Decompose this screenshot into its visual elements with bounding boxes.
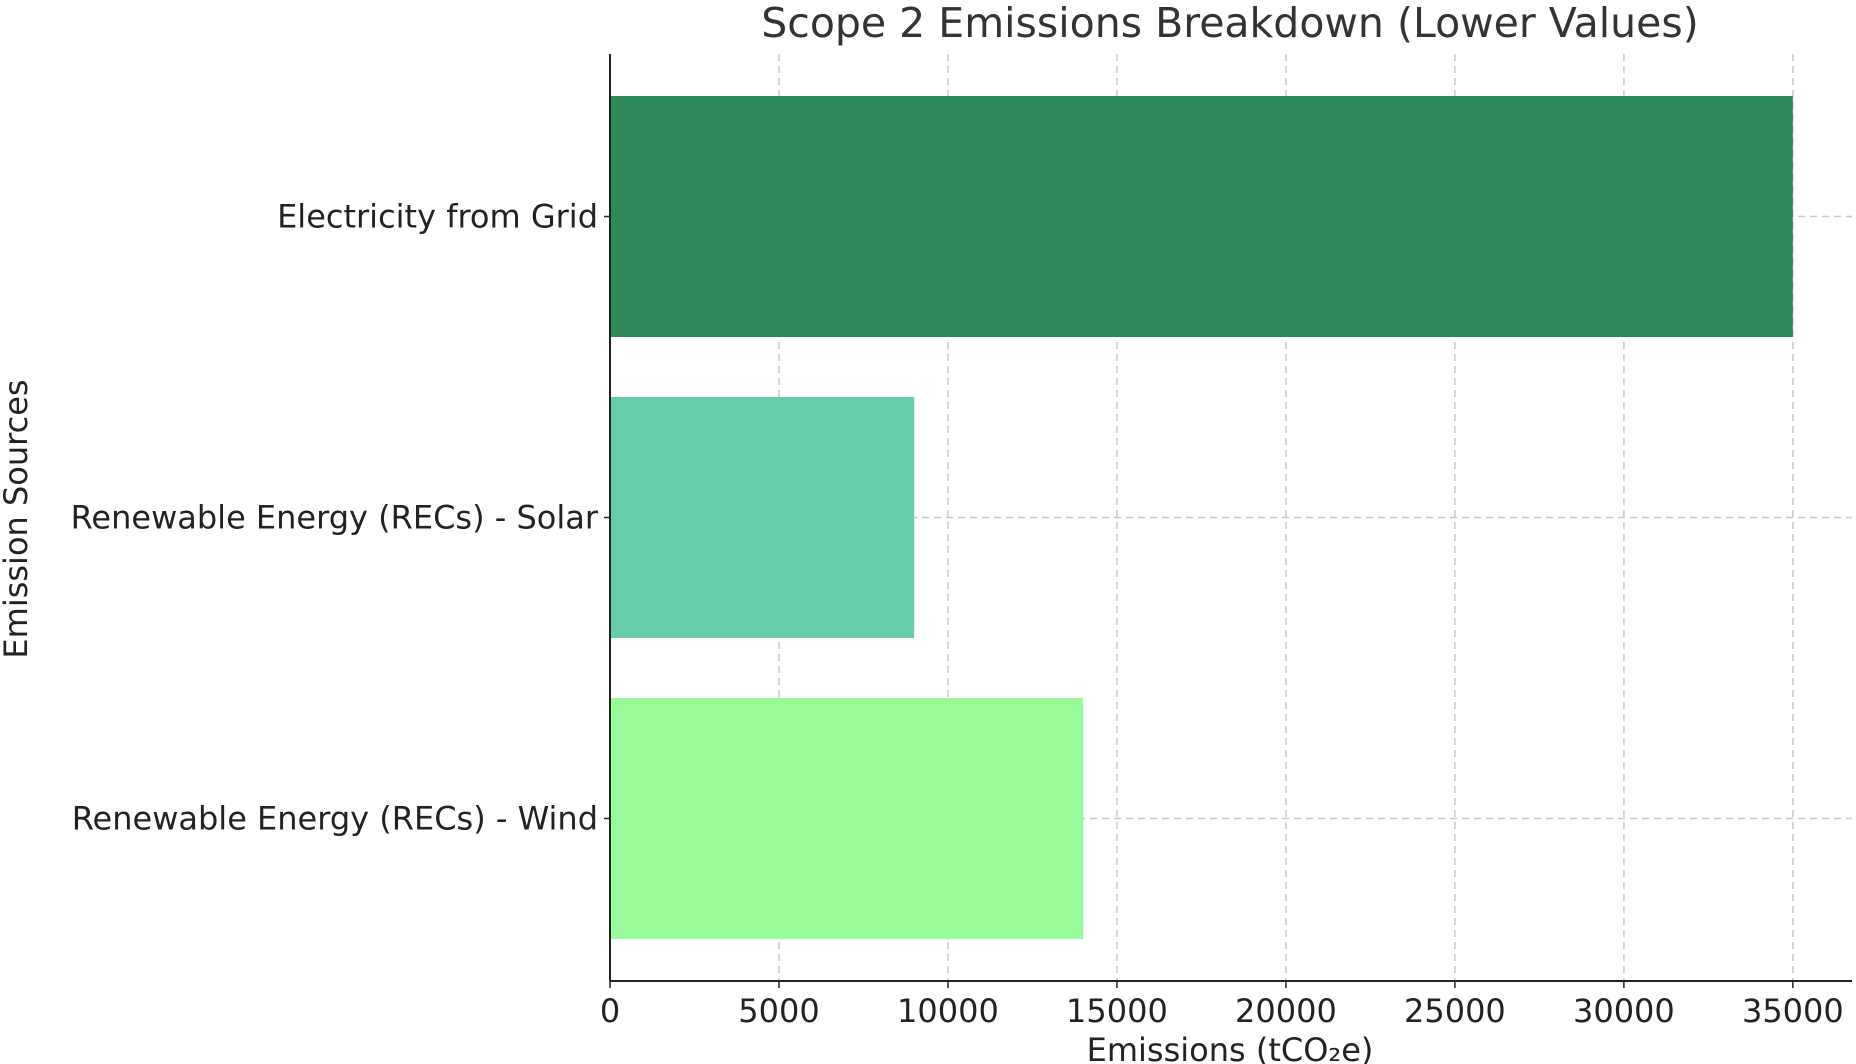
x-tick-label: 15000 (1066, 992, 1168, 1030)
x-tick-label: 25000 (1404, 992, 1506, 1030)
y-axis-label: Emission Sources (0, 379, 35, 658)
y-tick-labels: Electricity from Grid Renewable Energy (R… (71, 198, 610, 838)
x-tick-label: 10000 (897, 992, 999, 1030)
bars (610, 96, 1793, 939)
x-tick-label: 5000 (738, 992, 819, 1030)
y-tick-label: Renewable Energy (RECs) - Wind (72, 800, 598, 838)
x-tick-label: 35000 (1742, 992, 1844, 1030)
y-tick-label: Electricity from Grid (277, 198, 598, 236)
bar-3 (610, 698, 1084, 939)
y-tick-label: Renewable Energy (RECs) - Solar (71, 499, 599, 537)
chart-title: Scope 2 Emissions Breakdown (Lower Value… (761, 0, 1699, 47)
bar-2 (610, 397, 915, 638)
x-tick-label: 30000 (1573, 992, 1675, 1030)
bar-1 (610, 96, 1793, 337)
x-axis-label: Emissions (tCO₂e) (1087, 1031, 1374, 1064)
x-tick-labels: 0 5000 10000 15000 20000 25000 30000 35000 (600, 981, 1844, 1030)
x-tick-label: 20000 (1235, 992, 1337, 1030)
x-tick-label: 0 (600, 992, 620, 1030)
